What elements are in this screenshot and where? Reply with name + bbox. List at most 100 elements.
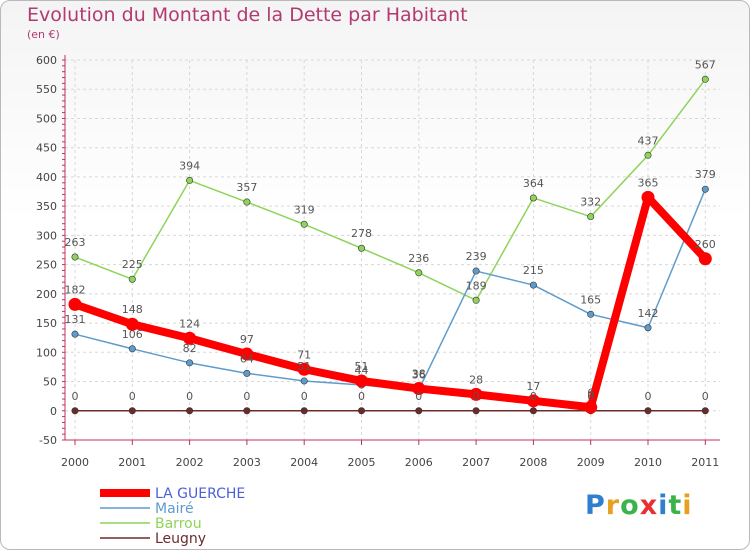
data-label: 0: [587, 390, 594, 403]
data-label: 131: [65, 313, 86, 326]
data-point: [701, 75, 709, 83]
data-point: [357, 244, 365, 252]
data-label: 51: [355, 360, 369, 373]
data-point: [644, 407, 652, 415]
y-tick-label: 450: [36, 142, 57, 155]
data-point: [183, 331, 197, 345]
y-tick-label: 250: [36, 259, 57, 272]
data-label: 0: [129, 390, 136, 403]
y-tick-label: 300: [36, 229, 57, 242]
data-label: 165: [580, 293, 601, 306]
y-tick-label: 50: [43, 376, 57, 389]
data-label: 263: [65, 236, 86, 249]
data-point: [186, 359, 194, 367]
data-label: 189: [466, 279, 487, 292]
data-point: [641, 190, 655, 204]
logo-letter: i: [658, 490, 669, 521]
data-label: 148: [122, 303, 143, 316]
data-label: 17: [526, 380, 540, 393]
grid-lines: [65, 59, 720, 441]
y-tick-label: 350: [36, 200, 57, 213]
data-label: 71: [297, 348, 311, 361]
data-point: [587, 310, 595, 318]
logo-letter: x: [639, 490, 659, 521]
axes: [62, 55, 720, 445]
data-point: [71, 253, 79, 261]
data-label: 142: [638, 307, 659, 320]
data-point: [297, 362, 311, 376]
data-label: 0: [473, 390, 480, 403]
y-tick-label: 550: [36, 83, 57, 96]
data-point: [125, 317, 139, 331]
data-label: 6: [587, 386, 594, 399]
y-tick-label: 400: [36, 171, 57, 184]
data-point: [68, 297, 82, 311]
x-tick-label: 2011: [691, 456, 719, 469]
data-label: 0: [301, 390, 308, 403]
series-line: [71, 193, 710, 412]
x-tick-label: 2009: [577, 456, 605, 469]
data-point: [128, 345, 136, 353]
data-label: 260: [695, 238, 716, 251]
chart-title: Evolution du Montant de la Dette par Hab…: [27, 4, 468, 26]
data-point: [472, 267, 480, 275]
x-tick-label: 2002: [176, 456, 204, 469]
data-label: 0: [243, 390, 250, 403]
x-tick-label: 2000: [61, 456, 89, 469]
data-label: 0: [72, 390, 79, 403]
x-tick-label: 2008: [519, 456, 547, 469]
data-label: 394: [179, 159, 200, 172]
y-tick-labels: -50 0 50 100 150 200 250 300 350 400 450 500 550 600: [36, 54, 57, 447]
data-label: 567: [695, 58, 716, 71]
legend-label: Leugny: [155, 531, 206, 547]
data-point: [71, 330, 79, 338]
logo-letter: i: [682, 490, 693, 521]
data-label: 51: [297, 360, 311, 373]
data-point: [469, 387, 483, 401]
data-label: 97: [240, 333, 254, 346]
data-label: 106: [122, 328, 143, 341]
data-point: [128, 407, 136, 415]
legend-label: LA GUERCHE: [155, 486, 245, 502]
x-tick-label: 2006: [405, 456, 433, 469]
data-point: [300, 407, 308, 415]
data-label: 319: [294, 203, 315, 216]
data-point: [240, 347, 254, 361]
data-label: 64: [240, 352, 254, 365]
data-point: [243, 369, 251, 377]
data-label: 82: [183, 342, 197, 355]
data-label: 38: [412, 368, 426, 381]
data-label: 364: [523, 177, 544, 190]
data-point: [529, 194, 537, 202]
data-label: 0: [530, 390, 537, 403]
y-tick-label: 150: [36, 317, 57, 330]
y-tick-label: 500: [36, 112, 57, 125]
data-label: 28: [469, 373, 483, 386]
data-label: 215: [523, 264, 544, 277]
chart-subtitle: (en €): [27, 28, 60, 41]
data-point: [644, 324, 652, 332]
data-point: [529, 281, 537, 289]
data-label: 124: [179, 317, 200, 330]
data-point: [186, 176, 194, 184]
data-point: [472, 407, 480, 415]
logo-letter: P: [585, 490, 606, 521]
x-tick-label: 2005: [348, 456, 376, 469]
y-tick-label: -50: [39, 434, 57, 447]
data-label: 182: [65, 283, 86, 296]
data-point: [529, 407, 537, 415]
proxiti-logo: Proxiti: [585, 490, 693, 521]
y-tick-label: 600: [36, 54, 57, 67]
data-point: [357, 407, 365, 415]
data-labels: 0 0 0 0 0 0 0 0 0 0 0 02632253943573192782361893643…: [65, 58, 716, 402]
data-point: [644, 151, 652, 159]
x-tick-label: 2003: [233, 456, 261, 469]
data-label: 0: [645, 390, 652, 403]
data-point: [300, 377, 308, 385]
series-line: [74, 188, 707, 391]
data-point: [584, 400, 598, 414]
data-point: [701, 185, 709, 193]
data-label: 0: [186, 390, 193, 403]
